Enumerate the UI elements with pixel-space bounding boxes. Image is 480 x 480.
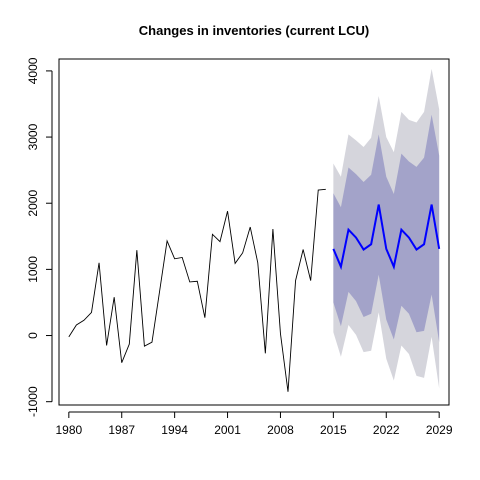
y-tick-label: -1000 xyxy=(26,386,40,417)
x-tick-label: 2029 xyxy=(426,423,453,437)
series-lines xyxy=(68,188,441,392)
x-tick-label: 1994 xyxy=(161,423,188,437)
x-tick-label: 2015 xyxy=(320,423,347,437)
forecast-bands xyxy=(333,68,440,389)
x-tick-label: 2008 xyxy=(267,423,294,437)
x-tick-label: 2022 xyxy=(373,423,400,437)
band-80 xyxy=(333,114,440,343)
y-tick-label: 3000 xyxy=(26,123,40,150)
x-axis: 1980 1987 1994 2001 2008 2015 2022 2029 xyxy=(55,411,453,437)
chart-title: Changes in inventories (current LCU) xyxy=(139,23,369,38)
y-tick-label: 1000 xyxy=(26,256,40,283)
forecast-mean-line xyxy=(332,204,441,271)
x-tick-label: 2001 xyxy=(214,423,241,437)
plot-frame xyxy=(58,58,450,406)
y-tick-label: 2000 xyxy=(26,190,40,217)
x-tick-label: 1980 xyxy=(55,423,82,437)
history-line xyxy=(68,188,326,392)
y-axis: -1000 0 1000 2000 3000 4000 xyxy=(26,57,53,417)
x-tick-label: 1987 xyxy=(108,423,135,437)
y-tick-label: 0 xyxy=(26,332,40,339)
y-tick-label: 4000 xyxy=(26,57,40,84)
